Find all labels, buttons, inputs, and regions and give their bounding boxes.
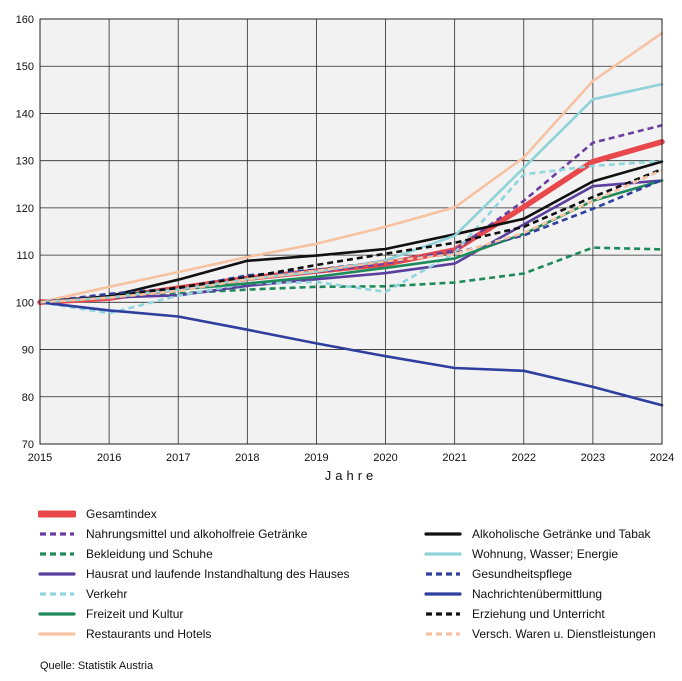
legend-item: Erziehung und Unterricht bbox=[424, 605, 605, 623]
series-line-6 bbox=[38, 31, 664, 304]
legend-swatch bbox=[38, 632, 76, 636]
x-tick-label: 2019 bbox=[304, 452, 328, 464]
legend-label: Erziehung und Unterricht bbox=[472, 607, 605, 621]
legend-label: Bekleidung und Schuhe bbox=[86, 547, 213, 561]
legend-swatch bbox=[40, 552, 74, 556]
legend-item: Gesamtindex bbox=[38, 505, 157, 523]
legend-label: Verkehr bbox=[86, 587, 128, 601]
x-tick-label: 2018 bbox=[235, 452, 259, 464]
legend-item: Alkoholische Getränke und Tabak bbox=[424, 525, 651, 543]
y-tick-label: 160 bbox=[16, 14, 34, 26]
legend-label: Nahrungsmittel und alkoholfreie Getränke bbox=[86, 527, 308, 541]
series-line-4 bbox=[39, 159, 663, 315]
legend-swatch bbox=[40, 592, 74, 596]
y-tick-label: 110 bbox=[16, 250, 34, 262]
legend-swatch bbox=[38, 572, 76, 576]
legend-label: Hausrat und laufende Instandhaltung des … bbox=[86, 567, 350, 581]
legend-swatch bbox=[426, 572, 460, 576]
legend-item: Hausrat und laufende Instandhaltung des … bbox=[38, 565, 350, 583]
legend-label: Alkoholische Getränke und Tabak bbox=[472, 527, 651, 541]
x-tick-label: 2015 bbox=[28, 452, 52, 464]
y-tick-label: 70 bbox=[22, 439, 34, 451]
series-line-12 bbox=[39, 168, 663, 304]
series-line-10 bbox=[38, 300, 664, 407]
legend-item: Versch. Waren u. Dienstleistungen bbox=[424, 625, 656, 643]
legend-item: Gesundheitspflege bbox=[424, 565, 572, 583]
line-chart: 70 80 90 100 110 120 130 140 150 160 2015 2016 2017 2… bbox=[16, 14, 675, 483]
x-tick-label: 2024 bbox=[650, 452, 674, 464]
legend-item: Freizeit und Kultur bbox=[38, 605, 183, 623]
x-tick-label: 2021 bbox=[442, 452, 466, 464]
plot-frame bbox=[39, 18, 663, 445]
series-line-7 bbox=[38, 160, 664, 304]
plot-area bbox=[40, 19, 662, 444]
legend-swatch bbox=[424, 552, 462, 556]
y-tick-label: 140 bbox=[16, 108, 34, 120]
legend-label: Freizeit und Kultur bbox=[86, 607, 184, 621]
legend-swatch bbox=[426, 632, 460, 636]
legend-item: Nahrungsmittel und alkoholfreie Getränke bbox=[38, 525, 307, 543]
legend-label: Gesamtindex bbox=[86, 507, 157, 521]
x-tick-label: 2023 bbox=[581, 452, 605, 464]
legend-item: Nachrichtenübermittlung bbox=[424, 585, 602, 603]
legend-swatch bbox=[38, 510, 76, 518]
legend-item: Bekleidung und Schuhe bbox=[38, 545, 213, 563]
series-line-11 bbox=[39, 167, 663, 304]
legend-swatch bbox=[424, 532, 462, 536]
legend-item: Wohnung, Wasser; Energie bbox=[424, 545, 618, 563]
legend-label: Wohnung, Wasser; Energie bbox=[472, 547, 619, 561]
x-axis-label: Jahre bbox=[325, 468, 378, 483]
source-note: Quelle: Statistik Austria bbox=[40, 660, 154, 672]
series-line-3 bbox=[38, 179, 664, 304]
legend-swatch bbox=[424, 592, 462, 596]
y-tick-label: 100 bbox=[16, 297, 34, 309]
y-tick-label: 150 bbox=[16, 61, 34, 73]
x-tick-label: 2022 bbox=[512, 452, 536, 464]
legend-item: Restaurants und Hotels bbox=[38, 625, 211, 643]
legend-label: Nachrichtenübermittlung bbox=[472, 587, 603, 601]
x-tick-label: 2020 bbox=[373, 452, 397, 464]
legend-swatch bbox=[38, 612, 76, 616]
legend-swatch bbox=[426, 612, 460, 616]
legend-label: Gesundheitspflege bbox=[472, 567, 573, 581]
x-tick-label: 2016 bbox=[97, 452, 121, 464]
y-tick-label: 130 bbox=[16, 156, 34, 168]
y-tick-label: 90 bbox=[22, 345, 34, 357]
legend-label: Versch. Waren u. Dienstleistungen bbox=[472, 627, 656, 641]
legend-item: Verkehr bbox=[38, 585, 127, 603]
legend-swatch bbox=[40, 532, 74, 536]
legend-label: Restaurants und Hotels bbox=[86, 627, 212, 641]
y-tick-label: 80 bbox=[22, 392, 34, 404]
x-tick-label: 2017 bbox=[166, 452, 190, 464]
y-tick-label: 120 bbox=[16, 203, 34, 215]
